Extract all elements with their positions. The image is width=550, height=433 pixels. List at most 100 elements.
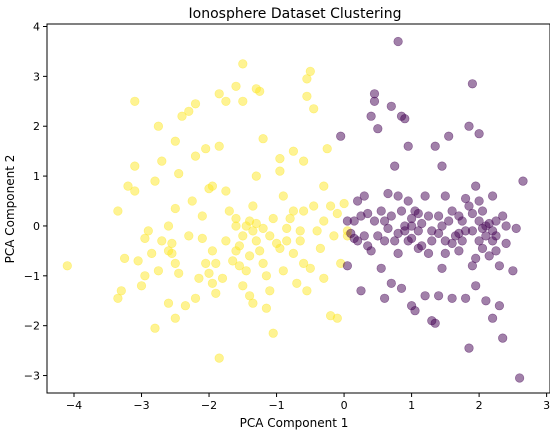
cluster-0-point (170, 203, 180, 214)
cluster-0-point (116, 286, 126, 296)
cluster-0-point (157, 236, 167, 246)
cluster-0-point (329, 231, 339, 241)
cluster-0-point (140, 271, 150, 281)
cluster-0-point (130, 186, 140, 196)
cluster-0-point (130, 96, 140, 106)
cluster-0-point (319, 181, 329, 191)
cluster-1-point (444, 216, 454, 226)
cluster-0-point (251, 218, 261, 229)
cluster-0-point (312, 226, 322, 236)
data-points (62, 36, 528, 383)
cluster-1-point (359, 231, 369, 241)
cluster-0-point (234, 241, 244, 251)
cluster-0-point (282, 223, 292, 233)
cluster-0-point (119, 253, 130, 263)
cluster-1-point (467, 79, 478, 89)
cluster-0-point (187, 196, 197, 206)
cluster-0-point (150, 323, 160, 333)
cluster-0-point (211, 288, 221, 298)
cluster-0-point (136, 281, 147, 291)
cluster-0-point (268, 328, 278, 338)
cluster-0-point (319, 216, 329, 226)
y-tick-label: 1 (33, 170, 40, 183)
cluster-0-point (282, 236, 292, 246)
cluster-1-point (471, 253, 481, 263)
cluster-1-point (437, 221, 447, 231)
cluster-0-point (258, 223, 268, 233)
cluster-0-point (295, 236, 305, 246)
y-tick-label: 4 (33, 20, 40, 33)
cluster-1-point (488, 313, 498, 323)
cluster-0-point (326, 201, 336, 211)
cluster-0-point (170, 258, 180, 269)
cluster-1-point (447, 293, 457, 303)
cluster-0-point (278, 266, 288, 276)
cluster-0-point (288, 206, 299, 216)
cluster-0-point (194, 273, 204, 283)
cluster-1-point (444, 131, 454, 141)
cluster-0-point (305, 263, 315, 273)
cluster-1-point (396, 206, 407, 216)
cluster-1-point (518, 176, 528, 186)
cluster-0-point (238, 96, 248, 106)
cluster-1-point (501, 221, 511, 231)
cluster-1-point (413, 226, 423, 236)
cluster-0-point (133, 256, 143, 266)
cluster-0-point (302, 74, 312, 84)
cluster-1-point (437, 161, 447, 171)
cluster-1-point (464, 201, 474, 211)
cluster-1-point (491, 216, 501, 226)
cluster-0-point (201, 258, 211, 269)
cluster-0-point (302, 286, 312, 296)
cluster-1-point (380, 293, 390, 303)
cluster-0-point (204, 268, 214, 278)
cluster-1-point (353, 236, 363, 246)
cluster-0-point (201, 144, 211, 154)
cluster-1-point (494, 261, 505, 271)
cluster-0-point (309, 104, 319, 114)
cluster-1-point (461, 193, 471, 204)
axis-ticks: −4 −3 −2 −1 0 1 2 3 −3 −2 −1 0 1 2 3 4 (24, 20, 550, 412)
cluster-0-point (217, 273, 228, 283)
cluster-0-point (221, 186, 231, 196)
cluster-0-point (140, 233, 150, 243)
cluster-1-point (423, 248, 434, 258)
cluster-0-point (113, 293, 123, 303)
cluster-1-point (467, 208, 478, 219)
cluster-0-point (207, 278, 217, 288)
cluster-1-point (386, 211, 396, 221)
cluster-1-point (471, 281, 481, 291)
cluster-0-point (251, 171, 261, 181)
cluster-0-point (207, 246, 217, 256)
cluster-0-point (153, 266, 163, 276)
cluster-0-point (143, 226, 153, 236)
cluster-1-point (494, 301, 505, 311)
cluster-1-point (390, 236, 400, 246)
cluster-1-point (471, 181, 481, 191)
cluster-0-point (251, 84, 261, 94)
cluster-1-point (383, 188, 393, 199)
cluster-0-point (221, 96, 231, 106)
cluster-1-point (440, 248, 450, 258)
cluster-0-point (248, 298, 258, 308)
cluster-0-point (204, 184, 214, 194)
cluster-1-point (366, 111, 376, 121)
cluster-1-point (417, 218, 427, 229)
cluster-1-point (420, 191, 430, 201)
cluster-1-point (481, 296, 491, 306)
cluster-0-point (167, 248, 177, 258)
x-tick-label: −4 (66, 399, 82, 412)
cluster-1-point (353, 196, 363, 206)
cluster-1-point (430, 318, 440, 328)
cluster-1-point (356, 286, 366, 296)
cluster-1-point (376, 206, 386, 216)
cluster-1-point (369, 216, 380, 226)
cluster-1-point (498, 333, 508, 343)
cluster-0-point (174, 268, 184, 278)
cluster-1-point (461, 293, 471, 303)
cluster-1-point (434, 291, 444, 301)
cluster-1-point (413, 208, 423, 219)
x-tick-label: 1 (408, 399, 415, 412)
cluster-0-point (309, 201, 319, 211)
